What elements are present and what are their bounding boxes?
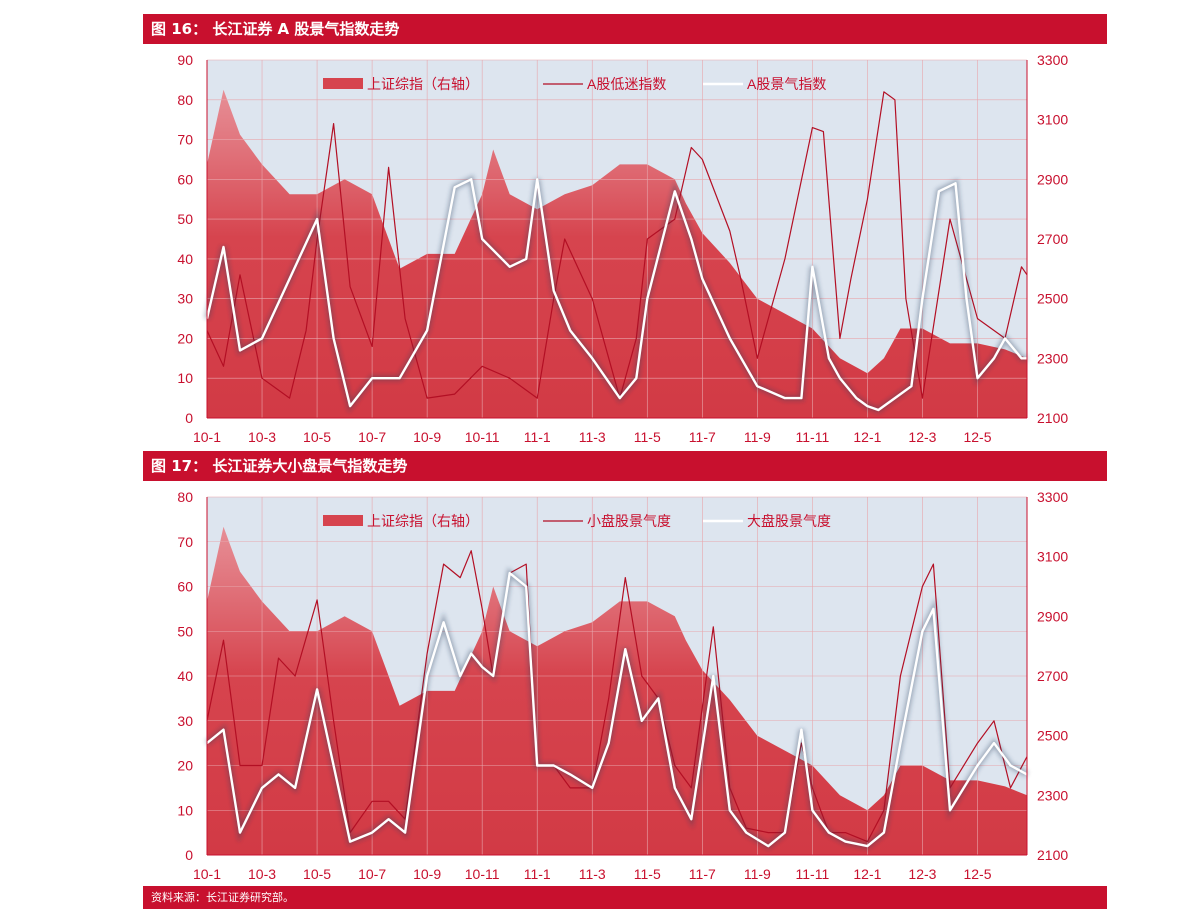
y-left-tick-label: 70 (177, 132, 193, 148)
series-area-shanghai-composite (207, 89, 1027, 419)
y-left-tick-label: 20 (177, 758, 193, 774)
x-tick-label: 11-9 (744, 429, 771, 445)
source-footer: 资料来源：长江证券研究部。 (143, 886, 1107, 909)
x-tick-label: 12-5 (963, 866, 991, 882)
y-left-tick-label: 90 (177, 52, 193, 68)
x-tick-label: 10-11 (465, 429, 500, 445)
figure-17-title: 图 17： 长江证券大小盘景气指数走势 (143, 451, 1107, 481)
y-left-tick-label: 50 (177, 211, 193, 227)
x-tick-label: 11-7 (689, 866, 716, 882)
y-right-tick-label: 3100 (1037, 112, 1068, 128)
x-tick-label: 11-1 (524, 866, 551, 882)
y-left-tick-label: 20 (177, 330, 193, 346)
x-tick-label: 10-11 (465, 866, 500, 882)
y-left-tick-label: 40 (177, 668, 193, 684)
y-left-tick-label: 80 (177, 92, 193, 108)
x-tick-label: 11-3 (579, 866, 606, 882)
y-right-tick-label: 2700 (1037, 231, 1068, 247)
y-left-tick-label: 0 (185, 410, 193, 426)
figure-16-title: 图 16： 长江证券 A 股景气指数走势 (143, 14, 1107, 44)
y-right-tick-label: 2500 (1037, 291, 1068, 307)
y-right-tick-label: 3300 (1037, 489, 1068, 505)
y-left-tick-label: 50 (177, 623, 193, 639)
legend-label: 大盘股景气度 (747, 513, 831, 529)
y-left-tick-label: 30 (177, 291, 193, 307)
y-left-tick-label: 0 (185, 847, 193, 863)
x-tick-label: 12-1 (853, 866, 881, 882)
y-left-tick-label: 60 (177, 171, 193, 187)
legend-label: 上证综指（右轴） (367, 76, 479, 92)
x-tick-label: 11-3 (579, 429, 606, 445)
y-right-tick-label: 3100 (1037, 549, 1068, 565)
x-tick-label: 11-11 (796, 866, 830, 882)
y-left-tick-label: 30 (177, 713, 193, 729)
x-tick-label: 10-1 (193, 429, 221, 445)
series-line-1 (206, 571, 1028, 848)
legend-swatch-area (323, 515, 363, 526)
legend-label: 上证综指（右轴） (367, 513, 479, 529)
y-right-tick-label: 2300 (1037, 787, 1068, 803)
y-right-tick-label: 2700 (1037, 668, 1068, 684)
series-line-1 (205, 178, 1027, 412)
chart-a-share-sentiment: 0 10 20 30 40 50 60 70 80 90 2100 2300 2500 2700 2900 3… (177, 52, 1068, 445)
x-tick-label: 11-5 (634, 429, 661, 445)
legend-swatch-area (323, 78, 363, 89)
grid (206, 59, 1027, 419)
legend: 上证综指（右轴） A股低迷指数 A股景气指数 (323, 76, 826, 92)
x-tick-label: 10-7 (358, 866, 386, 882)
x-tick-label: 11-1 (524, 429, 551, 445)
y-left-tick-label: 80 (177, 489, 193, 505)
legend-label: A股低迷指数 (587, 76, 666, 92)
y-right-tick-label: 2300 (1037, 350, 1068, 366)
x-tick-label: 11-5 (634, 866, 661, 882)
y-right-tick-label: 2900 (1037, 608, 1068, 624)
y-right-tick-label: 2500 (1037, 728, 1068, 744)
x-tick-label: 11-11 (796, 429, 830, 445)
x-tick-label: 11-9 (744, 866, 771, 882)
x-tick-label: 10-7 (358, 429, 386, 445)
x-tick-label: 10-1 (193, 866, 221, 882)
x-tick-label: 12-3 (908, 866, 936, 882)
x-tick-label: 10-9 (413, 429, 441, 445)
y-right-tick-label: 2900 (1037, 171, 1068, 187)
series-line-0 (206, 91, 1028, 399)
x-tick-label: 12-3 (908, 429, 936, 445)
y-left-tick-label: 10 (177, 802, 193, 818)
y-right-tick-label: 2100 (1037, 847, 1068, 863)
x-tick-label: 10-5 (303, 429, 331, 445)
x-tick-label: 11-7 (689, 429, 716, 445)
legend: 上证综指（右轴） 小盘股景气度 大盘股景气度 (323, 513, 831, 529)
x-tick-label: 10-5 (303, 866, 331, 882)
x-tick-label: 10-9 (413, 866, 441, 882)
y-right-tick-label: 3300 (1037, 52, 1068, 68)
y-left-tick-label: 60 (177, 579, 193, 595)
x-tick-label: 10-3 (248, 866, 276, 882)
y-left-tick-label: 10 (177, 370, 193, 386)
y-left-tick-label: 70 (177, 534, 193, 550)
legend-label: A股景气指数 (747, 76, 826, 92)
x-tick-label: 12-5 (963, 429, 991, 445)
x-tick-label: 12-1 (853, 429, 881, 445)
chart-large-small-cap-sentiment: 0 10 20 30 40 50 60 70 80 2100 2300 2500 2700 2900 310… (177, 489, 1068, 882)
y-left-tick-label: 40 (177, 251, 193, 267)
y-right-tick-label: 2100 (1037, 410, 1068, 426)
legend-label: 小盘股景气度 (587, 513, 671, 529)
x-tick-label: 10-3 (248, 429, 276, 445)
